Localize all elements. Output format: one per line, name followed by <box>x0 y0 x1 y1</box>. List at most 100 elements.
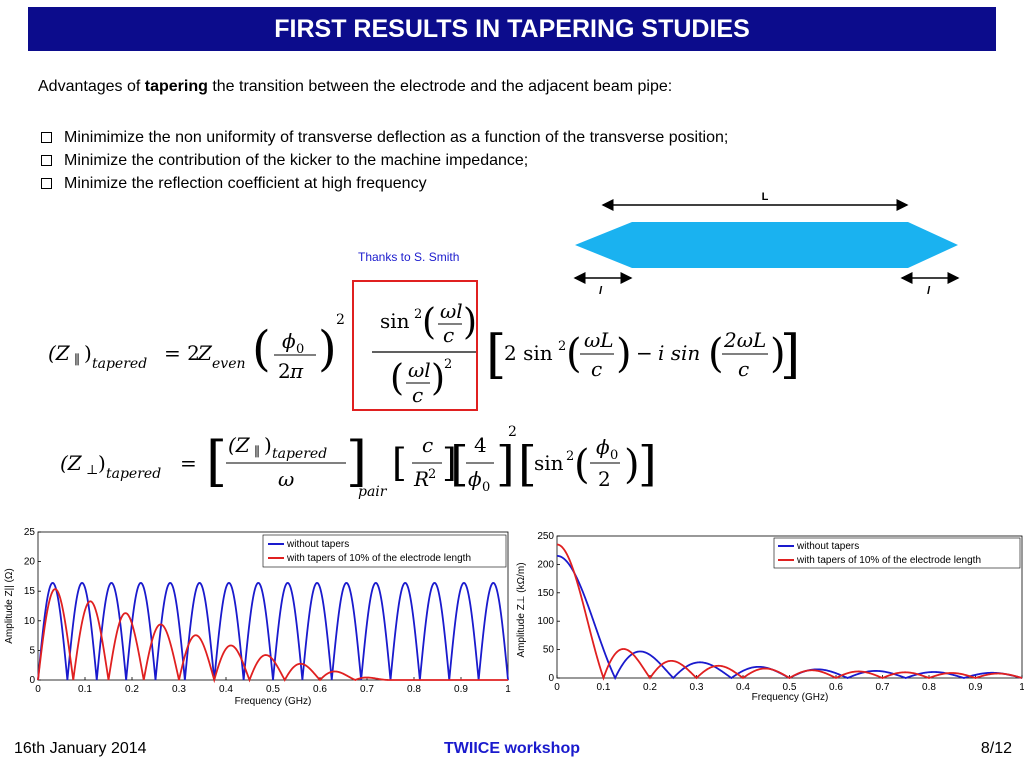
taper-diagram: L l l <box>573 191 960 297</box>
svg-text:⊥: ⊥ <box>86 463 98 478</box>
series-line-1 <box>556 543 1023 681</box>
y-tick-label: 5 <box>29 645 35 656</box>
svg-text:ϕ: ϕ <box>282 329 296 353</box>
footer-event: TWIICE workshop <box>444 740 580 757</box>
intro-text: Advantages of tapering the transition be… <box>38 78 672 96</box>
svg-text:2: 2 <box>336 312 345 328</box>
svg-text:ω: ω <box>278 467 294 491</box>
equation-highlight-box <box>352 280 478 411</box>
svg-text:): ) <box>98 451 106 475</box>
bullet-text: Minimize the reflection coefficient at h… <box>64 175 427 192</box>
svg-text:): ) <box>84 341 92 365</box>
checkbox-bullet-icon <box>41 132 52 143</box>
svg-text:(: ( <box>252 321 271 377</box>
svg-text:π: π <box>289 359 304 383</box>
x-tick-label: 0.2 <box>643 682 657 693</box>
svg-text:[: [ <box>392 441 407 485</box>
svg-text:): ) <box>264 433 272 457</box>
x-tick-label: 1 <box>1019 682 1024 693</box>
y-tick-label: 15 <box>24 586 36 597</box>
x-tick-label: 0 <box>554 682 560 693</box>
svg-text:): ) <box>318 321 337 377</box>
chart-transverse-impedance: 0 0.1 0.2 0.3 0.4 0.5 0.6 0.7 0.8 0.9 1 0 50 100 150 2… <box>516 531 1024 703</box>
x-tick-label: 0.7 <box>876 682 890 693</box>
legend: without tapers with tapers of 10% of the… <box>773 537 1021 569</box>
y-tick-label: 200 <box>537 559 554 570</box>
svg-text:): ) <box>770 331 786 377</box>
svg-text:2: 2 <box>278 359 291 383</box>
x-tick-label: 0.8 <box>407 684 421 695</box>
svg-text:(: ( <box>708 331 724 377</box>
bullet-text: Minimize the contribution of the kicker … <box>64 152 529 169</box>
svg-text:R: R <box>413 467 429 491</box>
svg-text:tapered: tapered <box>92 356 147 372</box>
svg-text:sin: sin <box>534 451 564 475</box>
svg-text:even: even <box>212 356 246 372</box>
svg-text:): ) <box>463 302 477 343</box>
svg-text:−: − <box>636 341 653 365</box>
y-tick-label: 20 <box>24 557 36 568</box>
svg-text:[: [ <box>450 436 469 492</box>
x-tick-label: 0.4 <box>219 684 233 695</box>
y-tick-label: 50 <box>543 645 555 656</box>
bullet-item: Minimize the reflection coefficient at h… <box>38 172 728 195</box>
x-tick-label: 0.6 <box>313 684 327 695</box>
x-tick-label: 0.1 <box>597 682 611 693</box>
series-line-0 <box>37 581 509 681</box>
x-tick-label: 0.5 <box>266 684 280 695</box>
x-tick-label: 0.3 <box>172 684 186 695</box>
svg-text:2ωL: 2ωL <box>723 328 766 352</box>
page-title: FIRST RESULTS IN TAPERING STUDIES <box>28 7 996 51</box>
legend-entry: with tapers of 10% of the electrode leng… <box>796 555 981 566</box>
svg-text:4: 4 <box>474 433 487 457</box>
y-tick-label: 10 <box>24 616 36 627</box>
footer-date: 16th January 2014 <box>14 740 147 757</box>
bullet-item: Minimize the contribution of the kicker … <box>38 149 728 172</box>
svg-text:ωL: ωL <box>584 328 614 352</box>
svg-text:pair: pair <box>358 484 388 500</box>
svg-text:[: [ <box>518 436 537 492</box>
svg-text:(Z: (Z <box>60 451 83 475</box>
credit-note: Thanks to S. Smith <box>358 250 460 264</box>
x-tick-label: 0.5 <box>783 682 797 693</box>
svg-text:): ) <box>616 331 632 377</box>
svg-text:= 2: = 2 <box>164 341 200 365</box>
svg-text:2: 2 <box>414 307 422 322</box>
svg-text:2: 2 <box>566 449 574 464</box>
x-tick-label: 0.9 <box>454 684 468 695</box>
chart-longitudinal-impedance: 0 0.1 0.2 0.3 0.4 0.5 0.6 0.7 0.8 0.9 1 0 5 10 15 20 25… <box>4 527 511 707</box>
svg-text:(Z: (Z <box>48 341 71 365</box>
svg-text:]: ] <box>496 436 515 492</box>
y-tick-label: 250 <box>537 531 554 542</box>
svg-text:): ) <box>431 358 445 399</box>
legend-entry: without tapers <box>286 539 349 550</box>
y-tick-label: 0 <box>29 675 35 686</box>
intro-bold: tapering <box>144 78 208 95</box>
x-axis-label: Frequency (GHz) <box>235 696 312 707</box>
legend: without tapers with tapers of 10% of the… <box>262 534 507 568</box>
taper-label-left: l <box>599 285 603 297</box>
svg-text:(: ( <box>574 442 590 488</box>
svg-text:2: 2 <box>508 424 517 440</box>
legend-entry: with tapers of 10% of the electrode leng… <box>286 553 471 564</box>
svg-text:(: ( <box>566 331 582 377</box>
svg-text:∥: ∥ <box>254 445 260 460</box>
svg-text:tapered: tapered <box>272 446 327 462</box>
svg-text:c: c <box>738 357 749 381</box>
svg-text:∥: ∥ <box>74 353 80 368</box>
y-axis-label: Amplitude Z|| (Ω) <box>4 568 15 643</box>
svg-text:(Z: (Z <box>228 433 251 457</box>
x-tick-label: 0.7 <box>360 684 374 695</box>
intro-suffix: the transition between the electrode and… <box>207 78 673 95</box>
footer-page-number: 8/12 <box>980 740 1012 757</box>
x-tick-label: 0.1 <box>78 684 92 695</box>
bullet-text: Minimimize the non uniformity of transve… <box>64 129 729 146</box>
bullet-list: Minimimize the non uniformity of transve… <box>38 126 728 195</box>
svg-text:ϕ: ϕ <box>596 435 610 459</box>
svg-text:c: c <box>422 433 433 457</box>
svg-text:2: 2 <box>428 467 436 482</box>
svg-text:0: 0 <box>296 342 304 357</box>
svg-text:2 sin: 2 sin <box>504 341 553 365</box>
x-tick-label: 0.4 <box>736 682 750 693</box>
svg-text:ωl: ωl <box>408 358 431 382</box>
